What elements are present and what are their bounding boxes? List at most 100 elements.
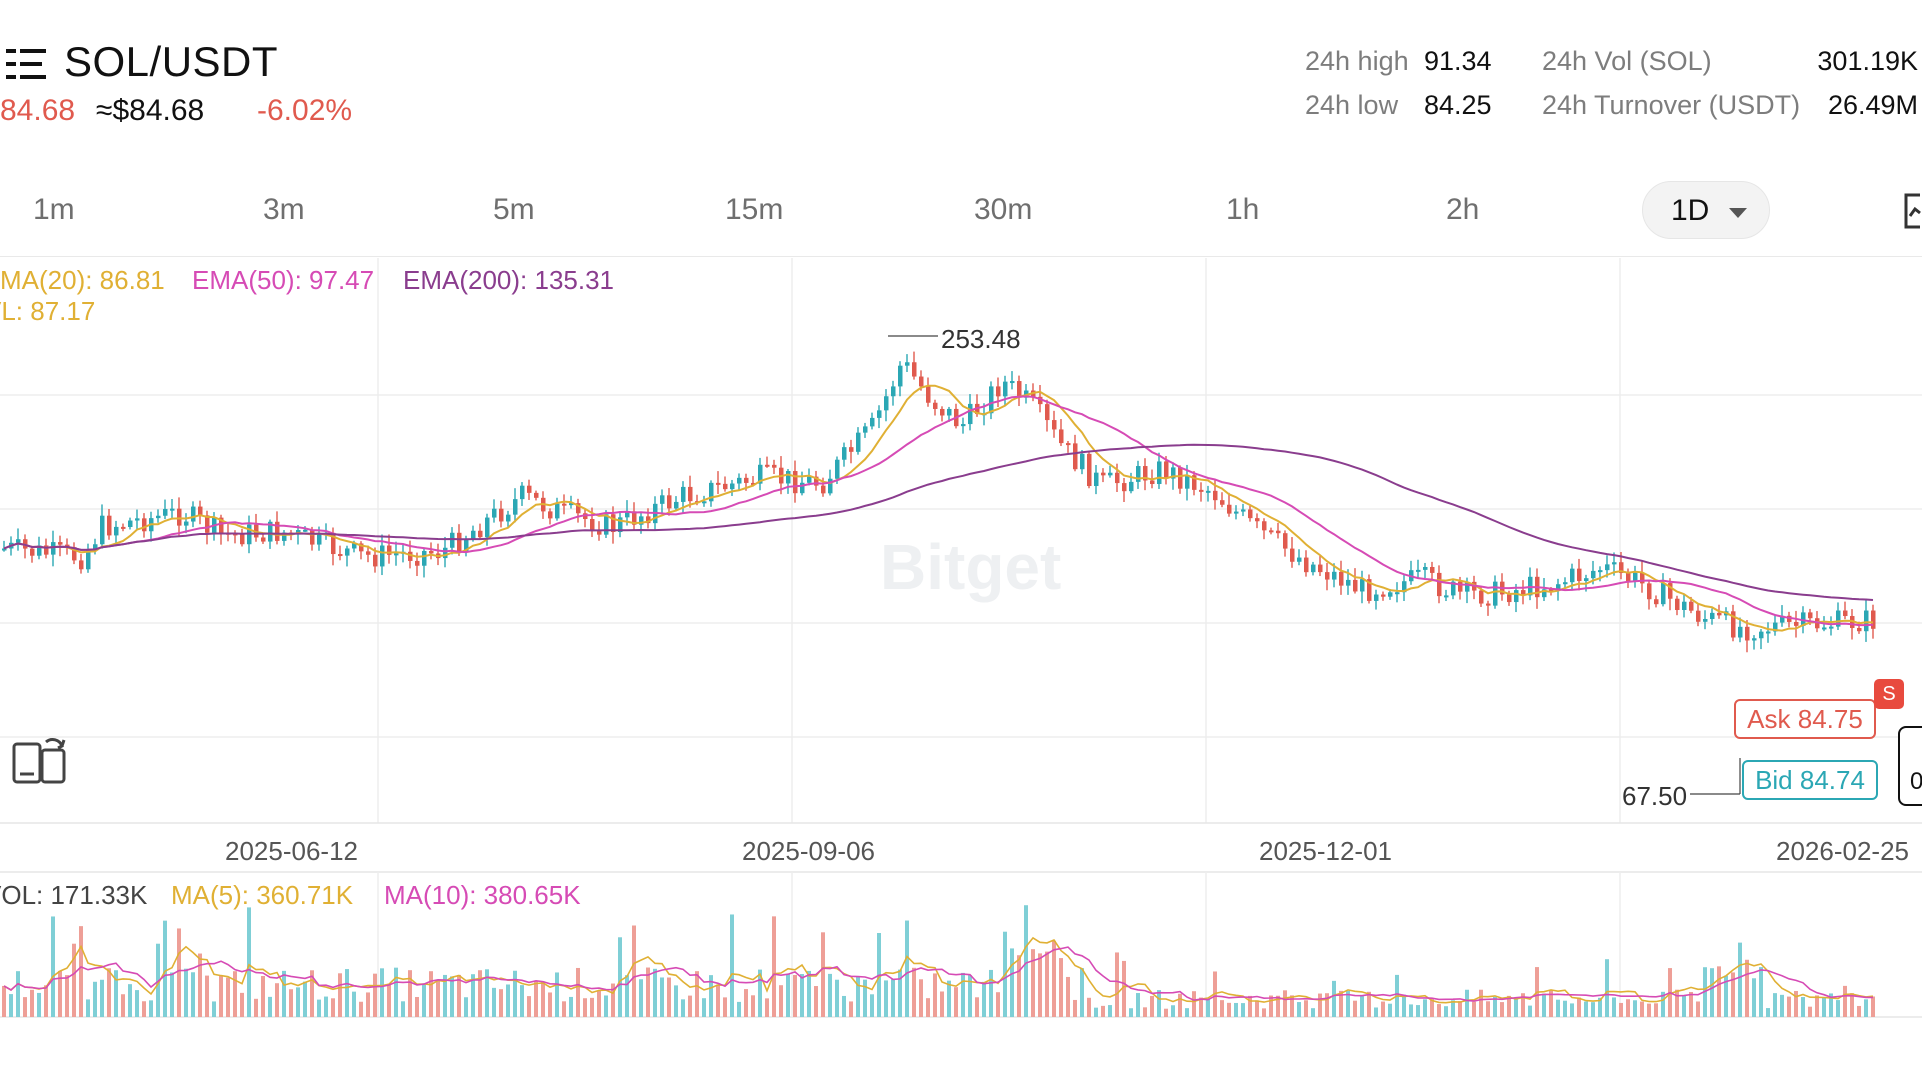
tab-15m[interactable]: 15m: [725, 193, 784, 226]
candle-body: [1017, 381, 1022, 398]
volume-bar: [1290, 995, 1294, 1017]
candle-body: [1437, 572, 1442, 597]
candle-body: [44, 545, 49, 555]
volume-bar: [247, 907, 251, 1017]
candle-body: [905, 362, 910, 366]
tab-3m[interactable]: 3m: [263, 193, 305, 226]
volume-bar: [373, 973, 377, 1017]
candle-body: [58, 542, 63, 545]
ema200-line: [3, 443, 1874, 601]
volume-bar: [1780, 994, 1784, 1017]
ema50-line: [3, 395, 1874, 627]
volume-bar: [1430, 999, 1434, 1017]
candle-body: [1395, 592, 1400, 595]
candle-body: [79, 560, 84, 570]
volume-bar: [1549, 989, 1553, 1017]
volume-bar: [429, 971, 433, 1017]
volume-bar: [303, 981, 307, 1017]
volume-bar: [261, 976, 265, 1017]
tab-5m[interactable]: 5m: [493, 193, 535, 226]
candle-body: [65, 544, 70, 548]
volume-bar: [135, 990, 139, 1017]
menu-icon[interactable]: [4, 45, 48, 83]
candle-body: [1843, 610, 1848, 617]
volume-bar: [1178, 993, 1182, 1017]
candle-body: [51, 542, 56, 555]
candle-body: [485, 517, 490, 538]
candle-body: [30, 548, 35, 556]
volume-bar: [905, 920, 909, 1017]
price-chart[interactable]: [0, 258, 1922, 878]
ema200-legend: EMA(200): 135.31: [403, 265, 615, 295]
candle-body: [429, 550, 434, 554]
volume-bar: [940, 991, 944, 1017]
volume-bar: [51, 916, 55, 1017]
sell-badge[interactable]: S: [1874, 679, 1904, 709]
candle-body: [1003, 381, 1008, 397]
volume-bar: [548, 992, 552, 1017]
candle-body: [1773, 622, 1778, 632]
volume-bar: [16, 971, 20, 1017]
tab-1m[interactable]: 1m: [33, 193, 75, 226]
tab-1d-label: 1D: [1671, 194, 1710, 227]
volume-bar: [898, 969, 902, 1017]
volume-bar: [352, 991, 356, 1017]
chart-type-icon[interactable]: [1902, 192, 1922, 230]
candle-body: [1297, 557, 1302, 562]
vol-ma5-line: [3, 936, 1874, 1004]
candle-body: [1199, 489, 1204, 492]
volume-bar: [954, 987, 958, 1017]
candle-body: [1605, 564, 1610, 571]
tab-1h[interactable]: 1h: [1226, 193, 1260, 226]
volume-bar: [1822, 997, 1826, 1017]
candle-body: [1073, 443, 1078, 470]
tab-1d-dropdown[interactable]: 1D: [1642, 181, 1770, 239]
candle-body: [1717, 612, 1722, 616]
volume-bar: [1192, 991, 1196, 1017]
candle-body: [1801, 612, 1806, 626]
volume-bar: [1269, 995, 1273, 1017]
volume-bar: [828, 973, 832, 1017]
candle-body: [163, 508, 168, 516]
vol-ma10-legend: MA(10): 380.65K: [384, 880, 581, 910]
current-price-tag[interactable]: 0: [1898, 726, 1922, 806]
tab-30m[interactable]: 30m: [974, 193, 1033, 226]
candle-body: [1647, 583, 1652, 600]
volume-bar: [590, 997, 594, 1017]
volume-bar: [93, 981, 97, 1017]
volume-bar: [1010, 948, 1014, 1017]
volume-bar: [226, 977, 230, 1017]
candle-body: [107, 515, 112, 536]
candle-body: [1122, 483, 1127, 492]
layout-swap-icon[interactable]: [12, 734, 68, 786]
tab-2h[interactable]: 2h: [1446, 193, 1480, 226]
candle-body: [1311, 564, 1316, 573]
volume-bar: [639, 979, 643, 1017]
candle-body: [1661, 583, 1666, 605]
volume-bar: [1570, 1003, 1574, 1017]
volume-bar: [1479, 989, 1483, 1017]
volume-bar: [457, 974, 461, 1017]
candle-body: [1164, 461, 1169, 479]
candle-body: [625, 511, 630, 518]
candle-body: [597, 531, 602, 535]
volume-bar: [1374, 1007, 1378, 1017]
volume-chart[interactable]: [0, 872, 1922, 1032]
volume-bar: [1031, 949, 1035, 1017]
volume-bar: [23, 997, 27, 1017]
vol-ma5-legend: MA(5): 360.71K: [171, 880, 354, 910]
candle-body: [1388, 592, 1393, 597]
volume-bar: [520, 985, 524, 1017]
high-marker-label: 253.48: [941, 324, 1021, 354]
volume-bar: [947, 980, 951, 1017]
candle-body: [1290, 548, 1295, 562]
volume-bar: [961, 972, 965, 1017]
volume-bar: [1640, 1001, 1644, 1017]
volume-bar: [1598, 997, 1602, 1017]
candle-body: [737, 477, 742, 484]
candle-body: [758, 464, 763, 484]
candle-body: [128, 520, 133, 527]
pair-title[interactable]: SOL/USDT: [64, 38, 279, 85]
volume-bar: [1647, 1003, 1651, 1017]
candle-body: [1136, 466, 1141, 482]
